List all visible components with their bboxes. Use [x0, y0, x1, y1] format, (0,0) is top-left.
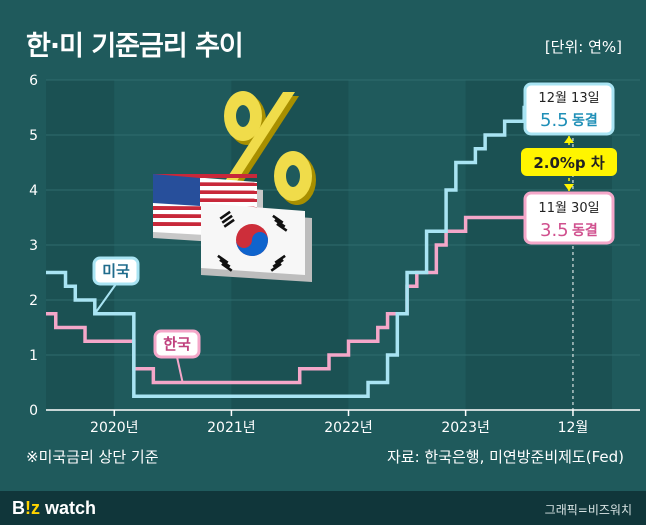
korea-callout-status: 동결 [572, 222, 598, 239]
gap-arrow-down-icon [564, 184, 574, 191]
us-rate-line [46, 105, 573, 398]
logo-prefix: B [12, 498, 25, 518]
footnote: ※미국금리 상단 기준 [26, 448, 159, 466]
us-series-label: 미국 [92, 256, 140, 315]
y-tick-label: 4 [29, 183, 38, 199]
footer-bar: B!z watch 그래픽=비즈워치 [0, 491, 646, 525]
korea-callout-date: 11월 30일 [538, 201, 599, 216]
x-tick-label: 2021년 [207, 420, 256, 436]
x-tick-label: 2022년 [324, 420, 373, 436]
rate-gap-callout: 2.0%p 차 [521, 136, 617, 191]
gap-text: 2.0%p 차 [533, 154, 605, 172]
us-label-box [92, 256, 140, 286]
y-tick-label: 3 [29, 238, 38, 254]
logo-mark: !z [25, 498, 40, 518]
flags-illustration [153, 91, 316, 282]
y-axis-ticks: 0 1 2 3 4 5 6 [29, 73, 38, 419]
gap-badge [521, 148, 617, 176]
graphic-credit: 그래픽=비즈워치 [544, 503, 632, 517]
us-callout-status: 동결 [572, 112, 598, 129]
korea-series-label: 한국 [153, 329, 201, 383]
y-tick-label: 1 [29, 348, 38, 364]
us-label-text: 미국 [102, 262, 130, 280]
source-note: 자료: 한국은행, 미연방준비제도(Fed) [386, 448, 624, 466]
gap-arrow-up-icon [564, 136, 574, 143]
us-end-callout: 12월 13일 5.5 동결 [523, 82, 615, 136]
chart-title: 한·미 기준금리 추이 [26, 31, 244, 62]
y-tick-label: 2 [29, 293, 38, 309]
bizwatch-logo: B!z watch [12, 498, 96, 519]
korea-callout-box [523, 191, 615, 245]
us-label-leader [93, 283, 117, 315]
korea-label-box [153, 329, 201, 359]
x-tick-label: 2020년 [90, 420, 139, 436]
korea-end-callout: 11월 30일 3.5 동결 [523, 191, 615, 245]
unit-label: [단위: 연%] [544, 38, 622, 56]
korea-flag-icon [201, 203, 312, 282]
korea-label-text: 한국 [163, 335, 191, 353]
us-callout-date: 12월 13일 [538, 91, 599, 106]
logo-suffix: watch [40, 498, 97, 518]
x-axis-ticks: 2020년 2021년 2022년 2023년 12월 [90, 410, 588, 436]
x-tick-label: 2023년 [441, 420, 490, 436]
rate-chart: 0 1 2 3 4 5 6 2020년 2021년 2022년 2023년 12월 [29, 73, 640, 436]
us-callout-box [523, 82, 615, 136]
us-callout-value: 5.5 [540, 110, 569, 131]
x-tick-label: 12월 [558, 420, 589, 436]
y-tick-label: 6 [29, 73, 38, 89]
korea-rate-line [46, 215, 564, 385]
korea-label-leader [176, 356, 184, 383]
korea-callout-value: 3.5 [540, 220, 569, 241]
y-tick-label: 5 [29, 128, 38, 144]
y-tick-label: 0 [29, 403, 38, 419]
